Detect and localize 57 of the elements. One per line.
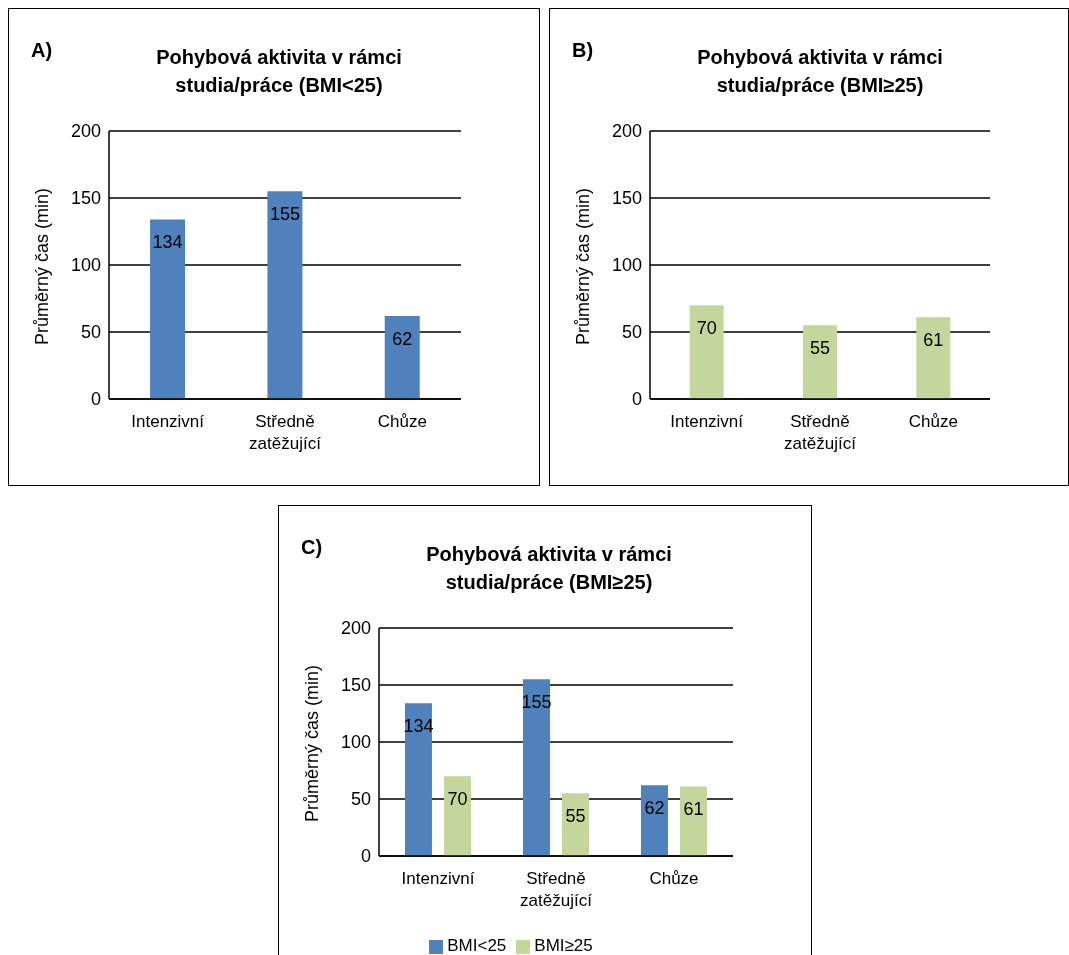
data-label: 134 [152, 232, 183, 253]
y-tick-label: 100 [70, 255, 101, 276]
x-tick-label: Intenzivní [670, 412, 744, 431]
data-label: 55 [809, 338, 831, 359]
bar [404, 703, 432, 856]
bar [522, 679, 550, 856]
bar [679, 786, 707, 856]
y-tick-label: 150 [70, 188, 101, 209]
bar [150, 219, 186, 399]
x-tick-label: Středně zatěžující [784, 412, 857, 453]
x-tick-label: Středně zatěžující [249, 412, 322, 453]
x-tick-label: Intenzivní [131, 412, 205, 431]
data-label: 62 [392, 328, 413, 349]
y-axis-title: Průměrný čas (min) [302, 664, 323, 822]
y-tick-label: 100 [611, 255, 642, 276]
y-tick-label: 50 [80, 322, 101, 343]
bar [803, 325, 837, 399]
bar [561, 793, 589, 856]
x-tick-label: Intenzivní [401, 869, 475, 888]
chart-title: Pohybová aktivita v rámci studia/práce (BMI≥25) [425, 542, 673, 595]
bar [689, 305, 724, 399]
y-axis-title: Průměrný čas (min) [573, 187, 594, 345]
y-tick-label: 0 [631, 389, 642, 410]
bar [640, 785, 668, 856]
data-label: 55 [565, 806, 586, 827]
x-tick-label: Chůze [908, 412, 958, 431]
x-tick-label: Chůze [649, 869, 699, 888]
bar [384, 315, 420, 399]
text: A) [31, 39, 53, 62]
y-tick-label: 150 [340, 675, 371, 696]
y-axis-title: Průměrný čas (min) [32, 187, 53, 345]
data-label: 155 [269, 204, 300, 225]
data-label: 61 [683, 799, 704, 820]
y-tick-label: 150 [611, 188, 642, 209]
y-tick-label: 200 [611, 121, 642, 142]
legend-label: BMI<25 [447, 936, 507, 955]
y-tick-label: 200 [70, 121, 101, 142]
data-label: 70 [696, 317, 717, 338]
legend-label: BMI≥25 [534, 936, 593, 955]
y-tick-label: 200 [340, 618, 371, 639]
y-tick-label: 0 [360, 846, 371, 867]
y-tick-label: 100 [340, 732, 371, 753]
y-tick-label: 50 [621, 322, 642, 343]
bar [267, 191, 303, 399]
chart-title: Pohybová aktivita v rámci studia/práce (BMI≥25) [696, 45, 944, 98]
data-label: 61 [923, 330, 944, 351]
text: B) [572, 39, 594, 62]
text: C) [301, 536, 323, 559]
data-label: 70 [447, 788, 468, 809]
x-tick-label: Chůze [377, 412, 427, 431]
bar [443, 776, 471, 856]
bar [916, 317, 951, 399]
x-tick-label: Středně zatěžující [520, 869, 593, 910]
y-tick-label: 0 [90, 389, 101, 410]
y-tick-label: 50 [350, 789, 371, 810]
data-label: 62 [644, 798, 665, 819]
chart-title: Pohybová aktivita v rámci studia/práce (BMI<25) [155, 45, 403, 98]
